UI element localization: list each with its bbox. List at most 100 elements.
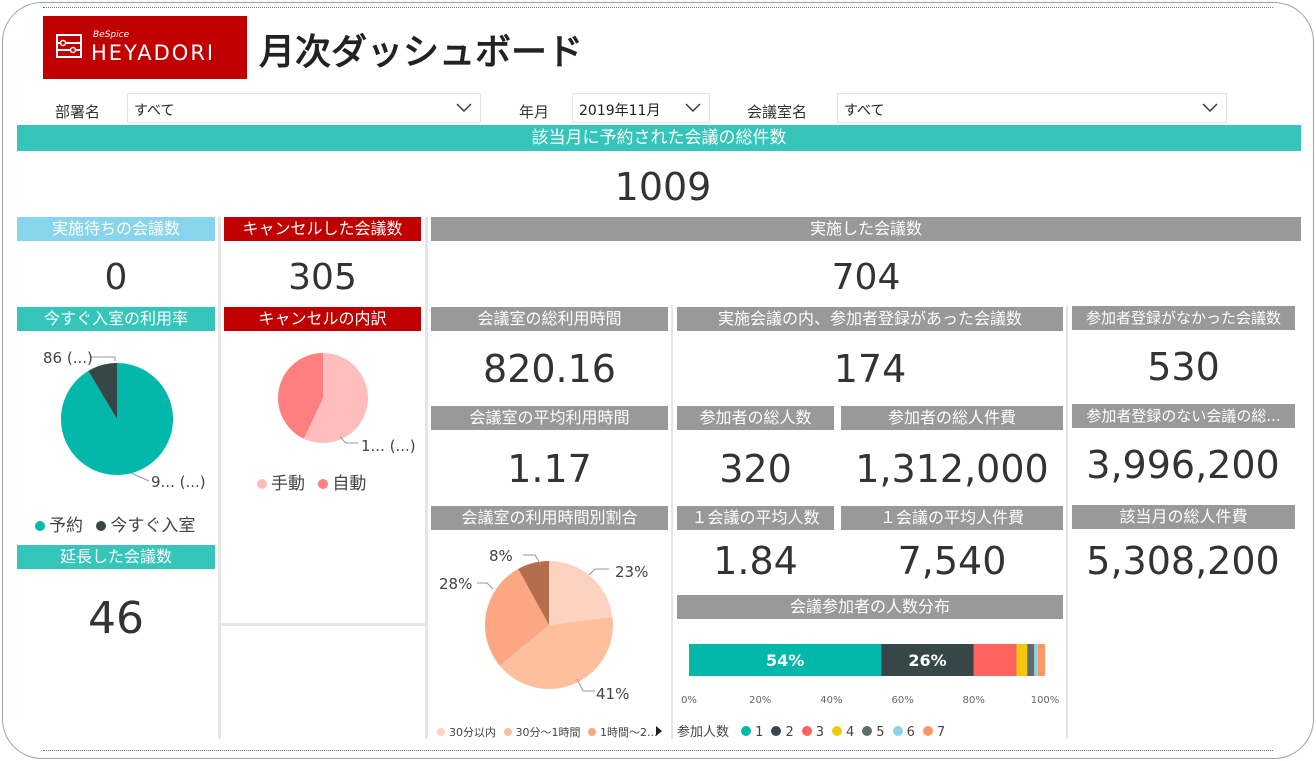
pie-slice-manual[interactable]: [303, 353, 368, 443]
extended-meetings-value: 46: [88, 593, 144, 644]
axis-tick-label: 40%: [820, 695, 842, 706]
legend-label-2: 2: [785, 725, 794, 740]
time-ratio-header: 会議室の利用時間別割合: [431, 506, 668, 530]
month-cost-header: 該当月の総人件費: [1072, 505, 1295, 529]
room-filter-value: すべて: [844, 103, 885, 119]
leader-line: [339, 436, 358, 444]
legend-dot: [862, 726, 873, 736]
pie-slice-0[interactable]: [549, 561, 613, 625]
held-meetings-value: 704: [831, 257, 901, 298]
legend-next-arrow-icon[interactable]: [655, 726, 663, 736]
legend-dot: [801, 726, 812, 736]
registered-meetings-header: 実施会議の内、参加者登録があった会議数: [677, 307, 1063, 331]
legend-label-2: 1時間～2...: [600, 726, 658, 739]
legend-label-3: 3: [815, 725, 824, 740]
axis-tick-label: 60%: [891, 695, 913, 706]
bar-data-label: 54%: [766, 651, 804, 670]
leader-line: [130, 472, 150, 482]
cancel-breakdown-slice-label: 1... (...): [361, 437, 416, 455]
dept-filter-select[interactable]: すべて: [127, 93, 481, 123]
legend-dot: [96, 521, 107, 531]
legend-label-instant: 今すぐ入室: [110, 516, 196, 536]
legend-dot: [588, 728, 596, 736]
time-ratio-label-2: 28%: [439, 575, 473, 593]
top-dotted-line: [43, 7, 1273, 8]
axis-tick-label: 0%: [681, 695, 697, 706]
cancel-breakdown-pie: [278, 353, 368, 444]
pie-slice-3[interactable]: [518, 561, 549, 625]
dept-filter-value: すべて: [134, 103, 175, 119]
column-separator: [671, 305, 673, 739]
distribution-legend-title: 参加人数: [677, 725, 730, 740]
chevron-down-icon: [456, 103, 472, 112]
company-logo: BeSpice HEYADORI: [43, 16, 247, 79]
instant-rate-pie: [60, 356, 174, 482]
leader-line: [588, 568, 609, 576]
column-separator: [1066, 305, 1068, 739]
legend-label-auto: 自動: [332, 474, 367, 494]
month-cost-value: 5,308,200: [1086, 539, 1280, 583]
avg-cost-value: 7,540: [897, 539, 1007, 583]
participants-value: 320: [719, 447, 792, 491]
bar-data-label: 26%: [908, 651, 946, 670]
leader-line: [91, 356, 116, 361]
axis-tick-label: 80%: [963, 695, 985, 706]
legend-label-5: 5: [876, 725, 885, 740]
month-filter-select[interactable]: 2019年11月: [572, 93, 710, 123]
legend-label-reservation: 予約: [49, 516, 83, 536]
distribution-header: 会議参加者の人数分布: [677, 595, 1063, 619]
month-filter-label: 年月: [519, 103, 550, 121]
total-meetings-header: 該当月に予約された会議の総件数: [17, 125, 1301, 151]
legend-dot: [741, 726, 752, 736]
no-reg-meetings-header: 参加者登録がなかった会議数: [1072, 306, 1295, 330]
time-ratio-legend: 30分以内 30分～1時間 1時間～2...: [437, 724, 658, 740]
legend-label-0: 30分以内: [449, 726, 496, 739]
participants-header: 参加者の総人数: [677, 406, 834, 430]
bar-segment-1[interactable]: [689, 644, 882, 676]
legend-dot: [318, 479, 329, 489]
bar-segment-5[interactable]: [1027, 644, 1035, 676]
time-ratio-label-0: 23%: [615, 563, 649, 581]
pie-slice-2[interactable]: [485, 568, 549, 666]
legend-label-7: 7: [936, 725, 946, 740]
bar-segment-7[interactable]: [1037, 644, 1045, 676]
bar-segment-6[interactable]: [1034, 644, 1038, 676]
avg-people-header: １会議の平均人数: [677, 506, 834, 530]
leader-line: [576, 678, 595, 692]
cancelled-meetings-value: 305: [288, 257, 357, 298]
instant-rate-large-label: 9... (...): [151, 473, 206, 491]
legend-dot: [922, 726, 933, 736]
legend-dot: [257, 479, 267, 489]
legend-label-1: 30分～1時間: [515, 726, 581, 739]
room-avg-time-value: 1.17: [507, 447, 592, 491]
axis-tick-label: 20%: [749, 695, 771, 706]
instant-rate-legend: 予約 今すぐ入室: [35, 511, 195, 536]
participant-cost-value: 1,312,000: [855, 447, 1049, 491]
legend-label-1: 1: [755, 725, 764, 740]
legend-dot: [35, 521, 45, 531]
legend-dot: [437, 728, 445, 736]
bar-segment-3[interactable]: [973, 644, 1017, 676]
pie-slice-instant[interactable]: [88, 363, 117, 419]
legend-label-6: 6: [906, 725, 915, 740]
distribution-legend: 参加人数 1 2 3 4 5 6 7: [677, 721, 945, 740]
time-ratio-pie: [477, 554, 613, 692]
pie-slice-1[interactable]: [499, 616, 613, 689]
column-separator: [218, 217, 221, 739]
leader-line: [523, 554, 542, 566]
page-title: 月次ダッシュボード: [259, 32, 584, 73]
dept-filter-label: 部署名: [55, 103, 101, 121]
room-total-time-value: 820.16: [483, 347, 616, 391]
participant-cost-header: 参加者の総人件費: [841, 406, 1063, 430]
bar-segment-4[interactable]: [1016, 644, 1028, 676]
room-filter-label: 会議室名: [747, 103, 808, 121]
pie-slice-auto[interactable]: [278, 353, 323, 439]
bar-segment-2[interactable]: [881, 644, 974, 676]
room-filter-select[interactable]: すべて: [837, 93, 1227, 123]
waiting-meetings-header: 実施待ちの会議数: [17, 217, 215, 241]
legend-dot: [503, 728, 512, 736]
time-ratio-label-3: 8%: [489, 547, 513, 565]
no-reg-cost-value: 3,996,200: [1086, 443, 1280, 487]
bottom-dotted-line: [43, 750, 1273, 751]
